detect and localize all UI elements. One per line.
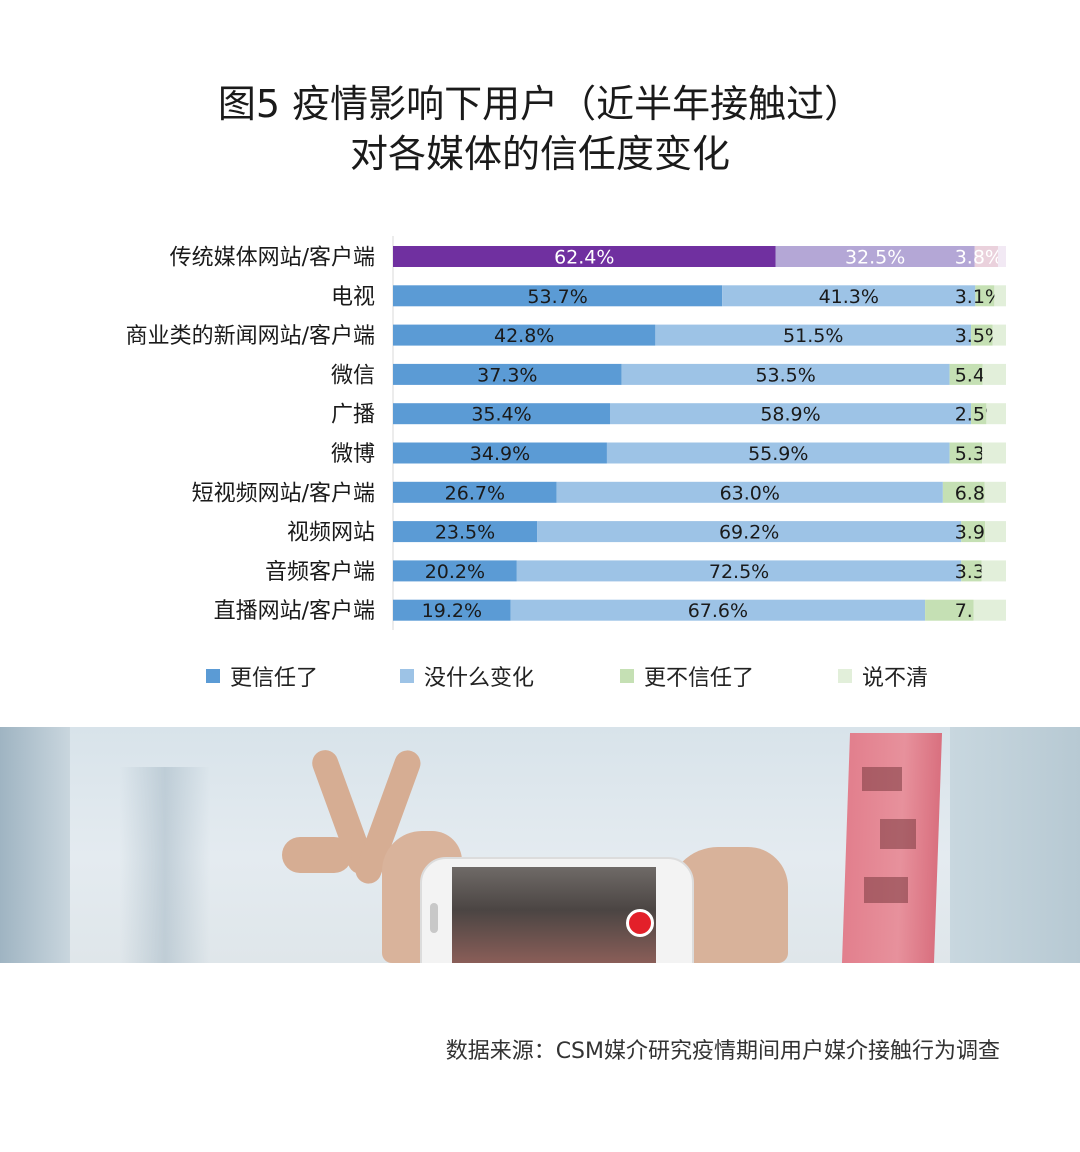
data-label: 3.8% <box>955 247 1003 269</box>
legend-item: 更信任了 <box>206 660 318 692</box>
bar-segment <box>610 403 972 425</box>
category-label: 商业类的新闻网站/客户端 <box>126 324 375 349</box>
bar-segment <box>775 246 975 267</box>
data-label: 55.9% <box>748 443 808 465</box>
data-label: 58.9% <box>760 404 820 426</box>
data-label: 26.7% <box>445 482 505 504</box>
category-label: 音频客户端 <box>265 560 375 585</box>
data-label: 62.4% <box>554 247 614 269</box>
category-label: 广播 <box>331 403 375 428</box>
bar-segment <box>975 285 995 307</box>
bar-segment <box>393 481 557 503</box>
data-label: 53.5% <box>755 364 815 386</box>
data-label: 67.6% <box>688 600 748 622</box>
bar-segment <box>556 481 943 503</box>
legend-label: 更不信任了 <box>644 666 755 691</box>
data-label: 51.5% <box>783 325 843 347</box>
data-label: 53.7% <box>527 286 587 308</box>
data-source-note: 数据来源：CSM媒介研究疫情期间用户媒介接触行为调查 <box>445 1039 1000 1064</box>
data-label: 63.0% <box>720 482 780 504</box>
hero-photo <box>0 727 1080 963</box>
bar-segment <box>393 560 517 582</box>
data-label: 35.4% <box>471 404 531 426</box>
bar-segment <box>982 442 1006 464</box>
bar-segment <box>971 403 987 425</box>
data-label: 3.1% <box>955 286 1003 308</box>
bar-segment <box>393 599 511 621</box>
bar-segment <box>537 521 962 543</box>
bar-segment <box>984 481 1006 503</box>
legend-swatch <box>206 669 220 683</box>
legend-label: 更信任了 <box>230 666 319 691</box>
bar-segment <box>982 363 1006 385</box>
chart-title-line1: 图5 疫情影响下用户（近半年接触过） <box>217 82 863 126</box>
chart-title-line2: 对各媒体的信任度变化 <box>349 132 730 176</box>
data-label: 32.5% <box>845 247 905 269</box>
category-label: 视频网站 <box>287 521 375 546</box>
legend-swatch <box>620 669 634 683</box>
bar-segment <box>961 560 982 582</box>
data-label: 19.2% <box>422 600 482 622</box>
bar-segment <box>621 363 950 385</box>
legend-label: 说不清 <box>862 666 929 691</box>
category-label: 电视 <box>331 285 375 310</box>
data-label: 23.5% <box>435 522 495 544</box>
bar-segment <box>992 324 1006 346</box>
bar-segment <box>393 324 656 346</box>
bar-segment <box>516 560 962 582</box>
bar-segment <box>942 481 985 503</box>
legend-swatch <box>400 669 414 683</box>
bar-segment <box>961 521 986 543</box>
legend-item: 没什么变化 <box>400 660 534 692</box>
bar-segment <box>393 246 776 267</box>
legend-swatch <box>838 669 852 683</box>
legend-item: 更不信任了 <box>620 660 754 692</box>
category-label: 微博 <box>331 442 375 467</box>
bar-segment <box>655 324 972 346</box>
bar-segment <box>994 285 1006 307</box>
category-label: 直播网站/客户端 <box>214 599 375 624</box>
bar-segment <box>981 560 1006 582</box>
category-label: 短视频网站/客户端 <box>192 481 375 506</box>
bar-segment <box>393 521 538 543</box>
bar-segment <box>949 363 983 385</box>
data-label: 34.9% <box>470 443 530 465</box>
bar-segment <box>971 324 993 346</box>
category-label: 传统媒体网站/客户端 <box>170 246 375 271</box>
bar-segment <box>393 442 607 464</box>
data-label: 69.2% <box>719 522 779 544</box>
bar-segment <box>925 599 974 621</box>
bar-segment <box>986 403 1006 425</box>
data-label: 3.5% <box>955 325 1003 347</box>
data-label: 20.2% <box>425 561 485 583</box>
bar-segment <box>974 246 999 267</box>
chart-legend: 更信任了 没什么变化 更不信任了 说不清 <box>0 660 1080 692</box>
data-label: 41.3% <box>819 286 879 308</box>
bar-segment <box>606 442 950 464</box>
legend-item: 说不清 <box>838 660 928 692</box>
data-label: 42.8% <box>494 325 554 347</box>
bar-segment <box>722 285 976 307</box>
bar-segment <box>393 285 723 307</box>
stacked-bar-chart: 传统媒体网站/客户端 62.4% 32.5% 3.8% 电视 53.7% 41.3% 3.1%… <box>126 236 1006 630</box>
bar-segment <box>973 599 1006 621</box>
bar-segment <box>393 403 610 425</box>
bar-segment <box>949 442 983 464</box>
bar-segment <box>985 521 1006 543</box>
bar-segment <box>393 363 622 385</box>
bar-segment <box>998 246 1006 267</box>
data-label: 37.3% <box>477 364 537 386</box>
bar-segment <box>510 599 926 621</box>
category-label: 微信 <box>331 363 375 388</box>
legend-label: 没什么变化 <box>424 666 535 691</box>
data-label: 72.5% <box>709 561 769 583</box>
